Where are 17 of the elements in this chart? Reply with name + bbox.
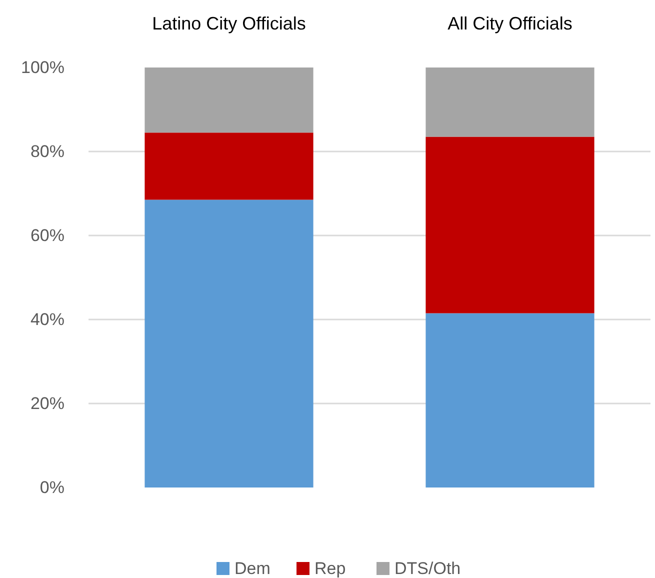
bar [426, 68, 594, 137]
x-tick-label: All City Officials [448, 14, 572, 34]
bar [144, 200, 314, 488]
legend-label: DTS/Oth [394, 559, 461, 578]
y-tick-label: 40% [30, 310, 65, 329]
y-tick-label: 20% [30, 394, 65, 413]
x-tick-label: Latino City Officials [152, 14, 306, 34]
legend-label: Rep [314, 559, 346, 578]
bar [426, 136, 594, 314]
y-tick-label: 0% [40, 478, 65, 497]
bar [144, 68, 314, 133]
y-tick-label: 60% [30, 226, 65, 245]
y-tick-label: 100% [21, 58, 65, 77]
bar [144, 132, 314, 200]
legend-label: Dem [234, 559, 270, 578]
bar [426, 313, 594, 488]
y-tick-label: 80% [30, 142, 65, 161]
